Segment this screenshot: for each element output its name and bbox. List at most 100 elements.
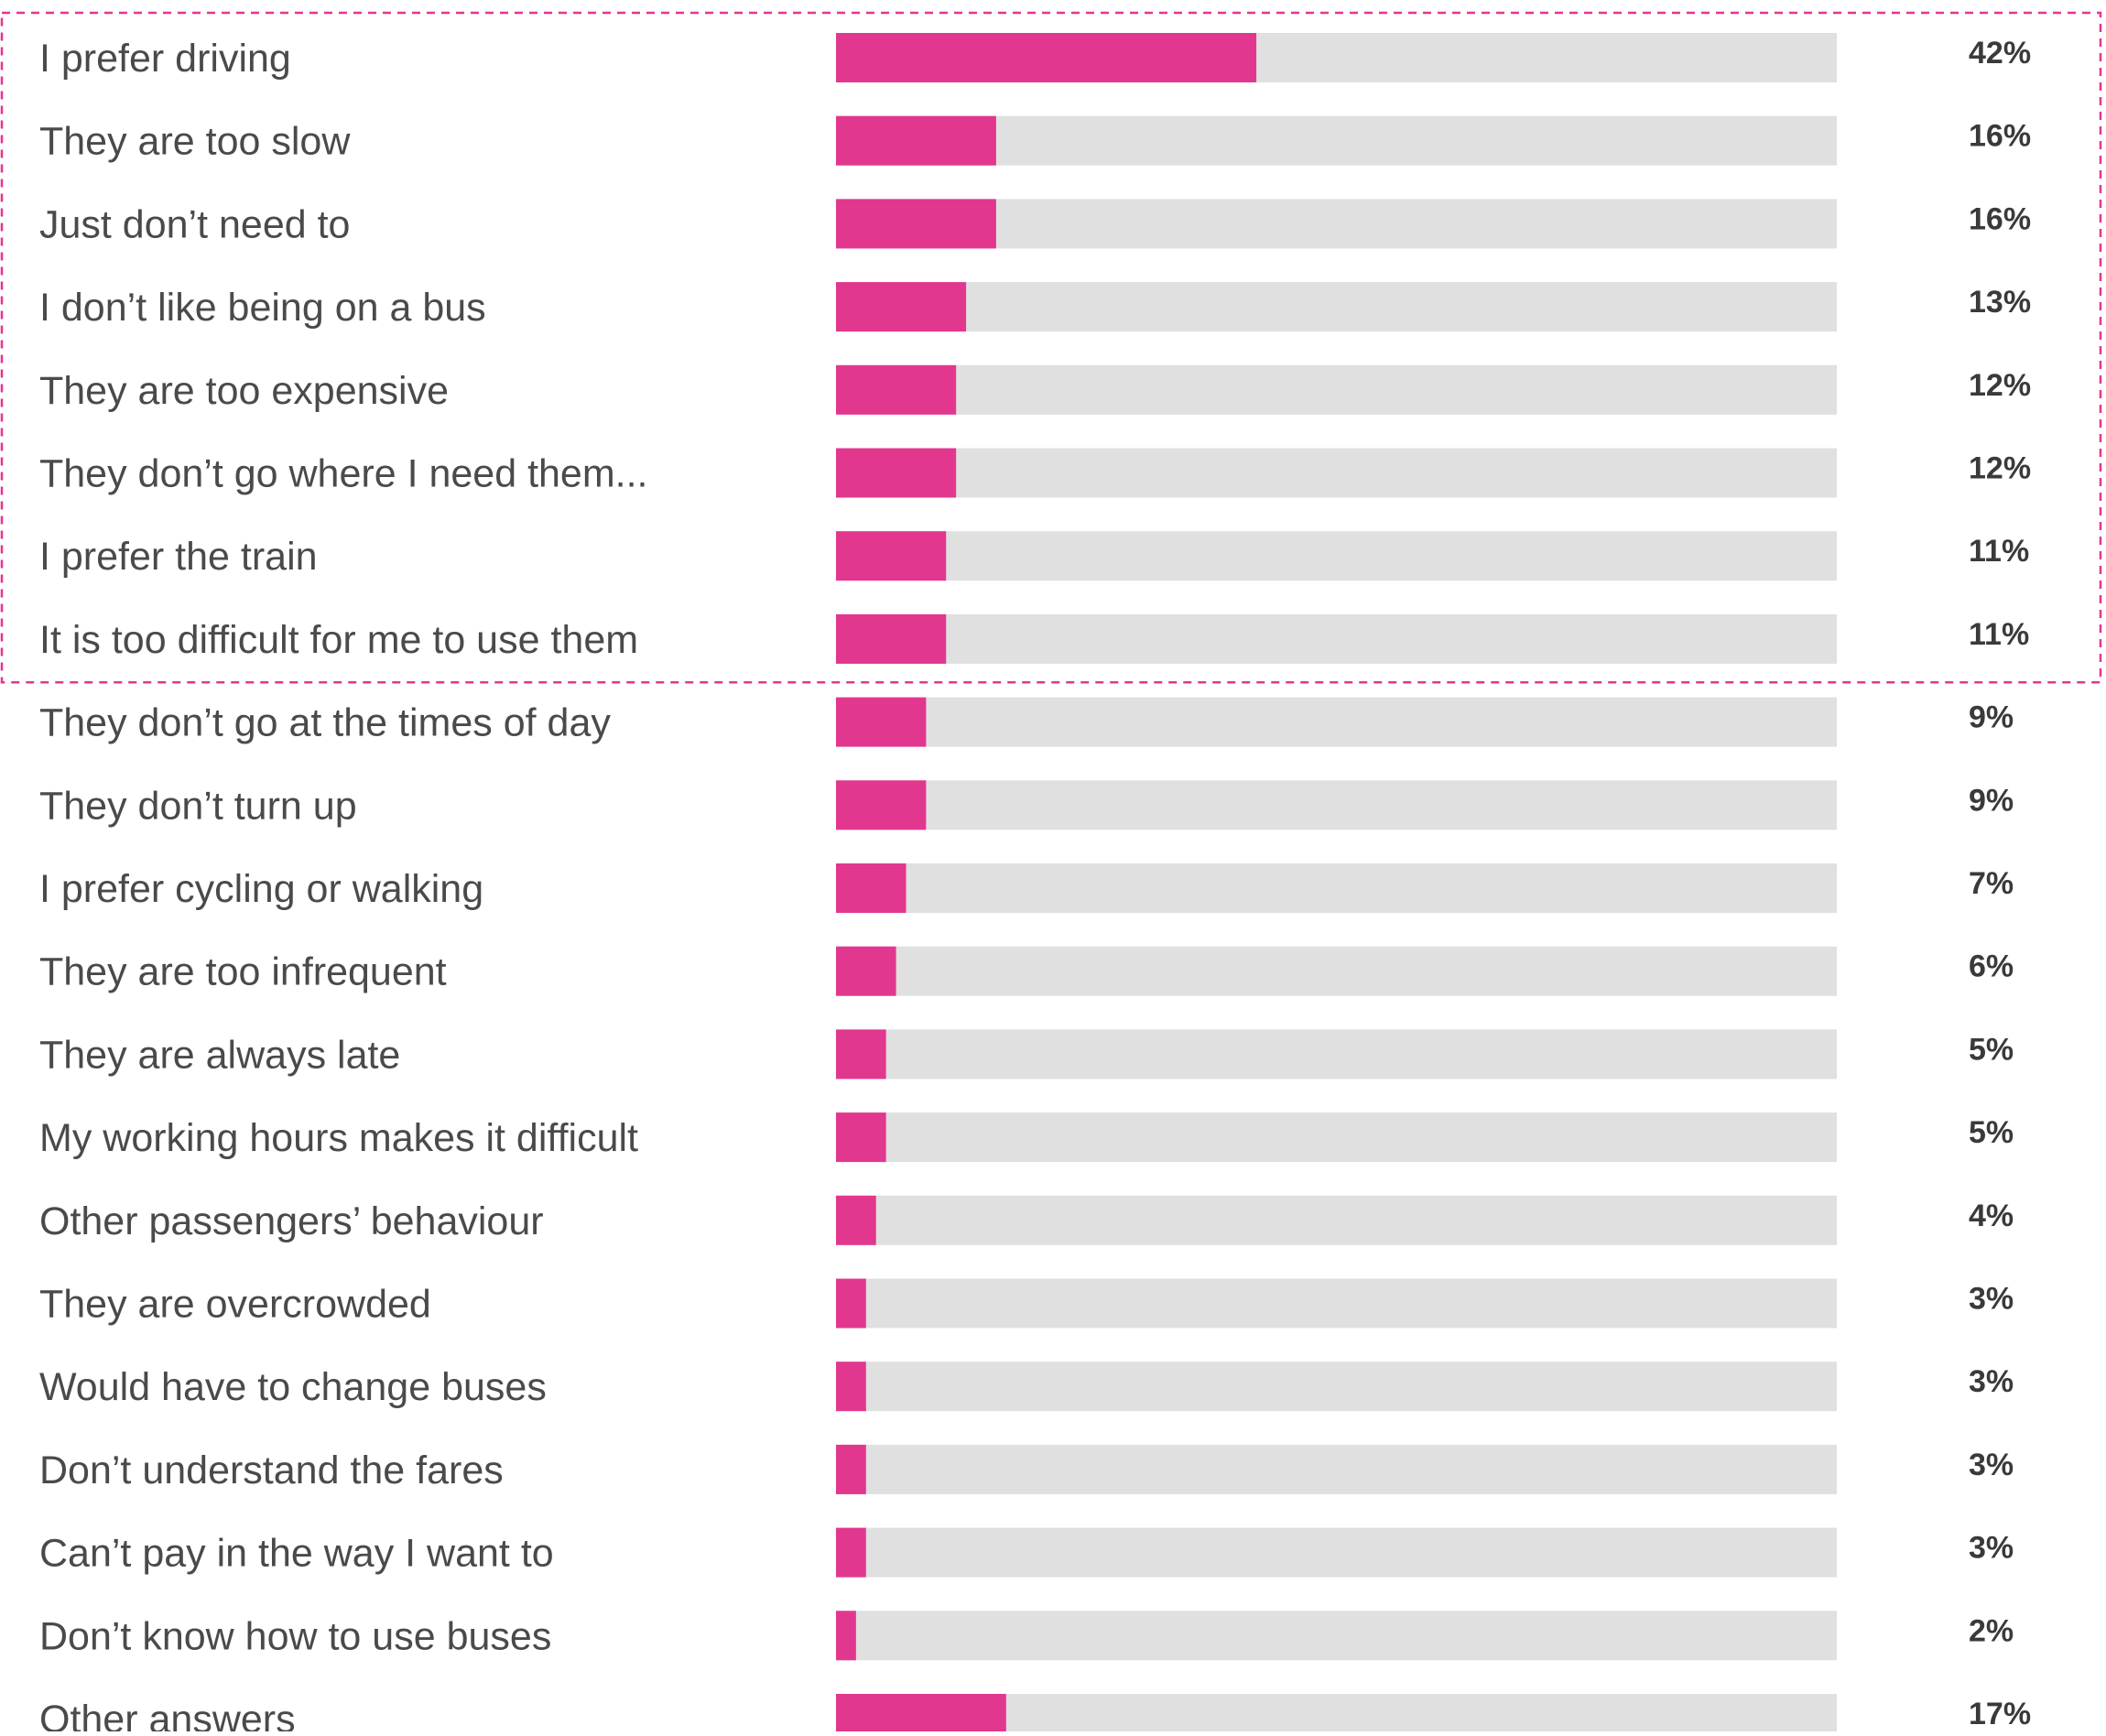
bar-row: I prefer cycling or walking 7% bbox=[39, 863, 2014, 913]
bar bbox=[836, 1444, 866, 1494]
bar-row: Don’t understand the fares 3% bbox=[39, 1444, 2014, 1494]
bar-row: I don’t like being on a bus 13% bbox=[39, 282, 2031, 332]
category-label: Can’t pay in the way I want to bbox=[39, 1532, 554, 1576]
bar-row: Just don’t need to 16% bbox=[39, 199, 2031, 249]
category-label: I prefer cycling or walking bbox=[39, 867, 483, 911]
value-label: 3% bbox=[1969, 1282, 2014, 1317]
value-label: 5% bbox=[1969, 1032, 2014, 1067]
value-label: 6% bbox=[1969, 949, 2014, 984]
bar-row: My working hours makes it difficult 5% bbox=[39, 1112, 2014, 1163]
bar-row: They don’t go at the times of day 9% bbox=[39, 697, 2014, 747]
value-label: 12% bbox=[1969, 368, 2031, 403]
bar-track bbox=[836, 1611, 1837, 1661]
bar bbox=[836, 1527, 866, 1578]
bar bbox=[836, 1694, 1006, 1736]
category-label: My working hours makes it difficult bbox=[39, 1116, 638, 1160]
bar-track bbox=[836, 946, 1837, 996]
value-label: 5% bbox=[1969, 1115, 2014, 1150]
bar bbox=[836, 33, 1257, 82]
bar-row: They are too infrequent 6% bbox=[39, 946, 2014, 996]
value-label: 11% bbox=[1969, 617, 2029, 652]
bar-track bbox=[836, 282, 1837, 332]
bar-track bbox=[836, 364, 1837, 415]
bar-row: Other answers 17% bbox=[39, 1694, 2031, 1736]
bar bbox=[836, 531, 947, 581]
bar-row: They are too expensive 12% bbox=[39, 364, 2031, 415]
category-label: They are always late bbox=[39, 1033, 400, 1077]
bar-track bbox=[836, 115, 1837, 166]
bar-row: They don’t go where I need them... 12% bbox=[39, 448, 2031, 498]
bar bbox=[836, 946, 896, 996]
bar-track bbox=[836, 863, 1837, 913]
bar-track bbox=[836, 448, 1837, 498]
bar bbox=[836, 613, 947, 664]
category-label: Would have to change buses bbox=[39, 1365, 547, 1409]
bar-track bbox=[836, 613, 1837, 664]
value-label: 12% bbox=[1969, 451, 2031, 486]
bar-track bbox=[836, 1444, 1837, 1494]
bar bbox=[836, 1611, 856, 1661]
bar-row: I prefer driving 42% bbox=[39, 33, 2031, 82]
bar-track bbox=[836, 780, 1837, 830]
value-label: 3% bbox=[1969, 1448, 2014, 1482]
bar bbox=[836, 282, 967, 332]
category-label: They are too expensive bbox=[39, 369, 449, 413]
category-label: Other answers bbox=[39, 1698, 296, 1731]
category-label: I prefer driving bbox=[39, 37, 291, 81]
category-label: They are too slow bbox=[39, 120, 351, 164]
category-label: They don’t turn up bbox=[39, 784, 357, 828]
category-label: They are overcrowded bbox=[39, 1283, 431, 1327]
value-label: 9% bbox=[1969, 700, 2014, 735]
category-label: I don’t like being on a bus bbox=[39, 286, 486, 330]
bar-track bbox=[836, 199, 1837, 249]
highlight-box bbox=[0, 11, 2102, 684]
bar bbox=[836, 115, 996, 166]
bar-row: They don’t turn up 9% bbox=[39, 780, 2014, 830]
value-label: 4% bbox=[1969, 1199, 2014, 1233]
value-label: 16% bbox=[1969, 119, 2031, 154]
bar-track bbox=[836, 1195, 1837, 1245]
value-label: 2% bbox=[1969, 1613, 2014, 1648]
bar-track bbox=[836, 1362, 1837, 1412]
value-label: 9% bbox=[1969, 783, 2014, 818]
value-label: 13% bbox=[1969, 285, 2031, 320]
category-label: Just don’t need to bbox=[39, 202, 350, 246]
bar bbox=[836, 1112, 886, 1163]
bar-row: They are too slow 16% bbox=[39, 115, 2031, 166]
bar-row: Don’t know how to use buses 2% bbox=[39, 1611, 2014, 1661]
bar bbox=[836, 1195, 876, 1245]
bar bbox=[836, 1278, 866, 1329]
bar-row: Can’t pay in the way I want to 3% bbox=[39, 1527, 2014, 1578]
category-label: I prefer the train bbox=[39, 535, 318, 579]
bar-track bbox=[836, 1029, 1837, 1080]
bar bbox=[836, 780, 927, 830]
value-label: 42% bbox=[1969, 36, 2031, 71]
bar-row: Other passengers’ behaviour 4% bbox=[39, 1195, 2014, 1245]
value-label: 3% bbox=[1969, 1531, 2014, 1566]
category-label: They don’t go where I need them... bbox=[39, 452, 648, 496]
bar bbox=[836, 697, 927, 747]
bar-track bbox=[836, 1527, 1837, 1578]
bar bbox=[836, 863, 906, 913]
value-label: 11% bbox=[1969, 534, 2029, 569]
value-label: 16% bbox=[1969, 201, 2031, 236]
category-label: They are too infrequent bbox=[39, 950, 447, 994]
bar bbox=[836, 364, 957, 415]
bar-track bbox=[836, 1112, 1837, 1163]
bar-track bbox=[836, 531, 1837, 581]
category-label: They don’t go at the times of day bbox=[39, 701, 611, 745]
category-label: Don’t know how to use buses bbox=[39, 1614, 551, 1658]
bar bbox=[836, 1362, 866, 1412]
category-label: Other passengers’ behaviour bbox=[39, 1199, 544, 1243]
bar-row: I prefer the train 11% bbox=[39, 531, 2029, 581]
bar bbox=[836, 1029, 886, 1080]
bar-row: Would have to change buses 3% bbox=[39, 1362, 2014, 1412]
bar-track bbox=[836, 1278, 1837, 1329]
value-label: 17% bbox=[1969, 1697, 2031, 1731]
bar-row: They are always late 5% bbox=[39, 1029, 2014, 1080]
bar-row: They are overcrowded 3% bbox=[39, 1278, 2014, 1329]
category-label: It is too difficult for me to use them bbox=[39, 618, 638, 662]
bar bbox=[836, 448, 957, 498]
